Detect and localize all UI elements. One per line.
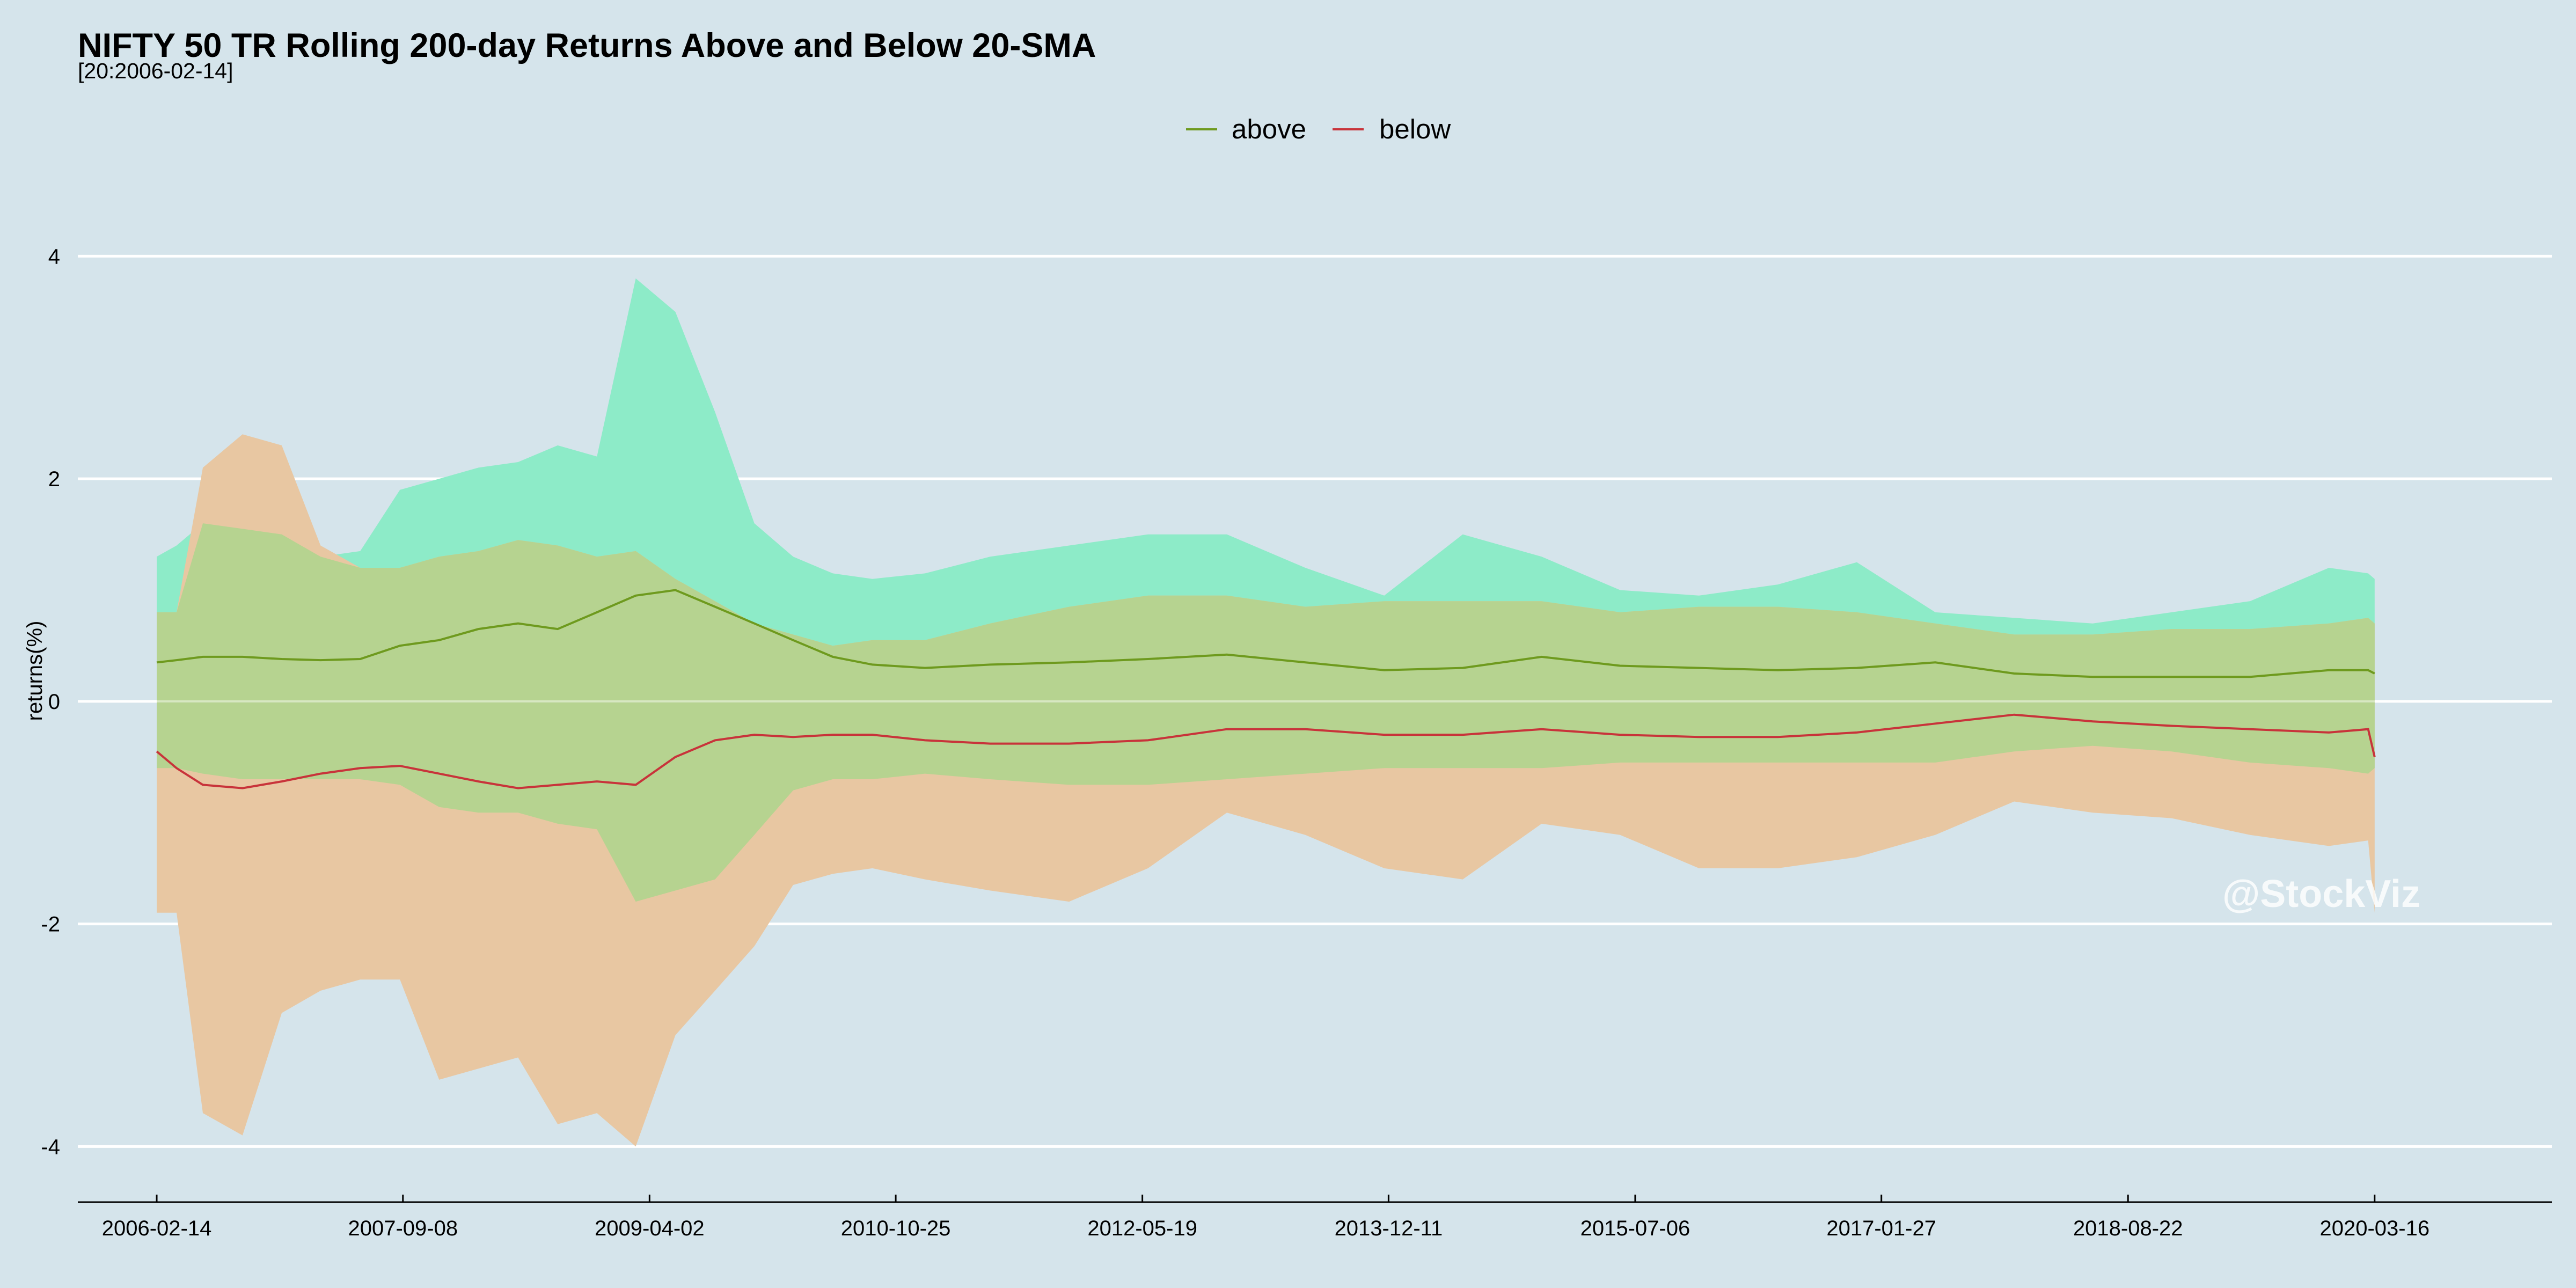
x-tick-label: 2010-10-25 bbox=[841, 1217, 951, 1240]
chart-subtitle: [20:2006-02-14] bbox=[78, 58, 233, 83]
band-overlap bbox=[157, 523, 2375, 902]
x-tick-label: 2018-08-22 bbox=[2073, 1217, 2183, 1240]
watermark: @StockViz bbox=[2222, 873, 2420, 916]
y-tick-label: 4 bbox=[48, 245, 60, 268]
x-tick-label: 2015-07-06 bbox=[1580, 1217, 1690, 1240]
x-tick-label: 2017-01-27 bbox=[1826, 1217, 1936, 1240]
y-axis-label: returns(%) bbox=[23, 621, 47, 721]
y-tick-label: 0 bbox=[48, 690, 60, 714]
legend-above-label: above bbox=[1232, 114, 1306, 144]
x-tick-label: 2006-02-14 bbox=[102, 1217, 212, 1240]
x-axis: 2006-02-14 2007-09-08 2009-04-02 2010-10-25… bbox=[78, 1195, 2552, 1240]
chart-title: NIFTY 50 TR Rolling 200-day Returns Abov… bbox=[78, 27, 1096, 64]
x-tick-label: 2020-03-16 bbox=[2319, 1217, 2429, 1240]
y-tick-label: -4 bbox=[41, 1135, 60, 1159]
legend-below-label: below bbox=[1379, 114, 1451, 144]
line-above bbox=[156, 589, 2375, 678]
y-tick-label: -2 bbox=[41, 913, 60, 936]
line-below bbox=[156, 713, 2376, 789]
x-tick-label: 2007-09-08 bbox=[348, 1217, 458, 1240]
y-axis: 4 2 0 -2 -4 bbox=[41, 245, 60, 1159]
x-tick-label: 2012-05-19 bbox=[1087, 1217, 1197, 1240]
legend: above below bbox=[1186, 114, 1451, 144]
x-tick-label: 2009-04-02 bbox=[595, 1217, 705, 1240]
x-tick-label: 2013-12-11 bbox=[1335, 1217, 1443, 1240]
bands bbox=[78, 278, 2552, 1147]
y-tick-label: 2 bbox=[48, 467, 60, 491]
series-lines bbox=[156, 589, 2376, 789]
